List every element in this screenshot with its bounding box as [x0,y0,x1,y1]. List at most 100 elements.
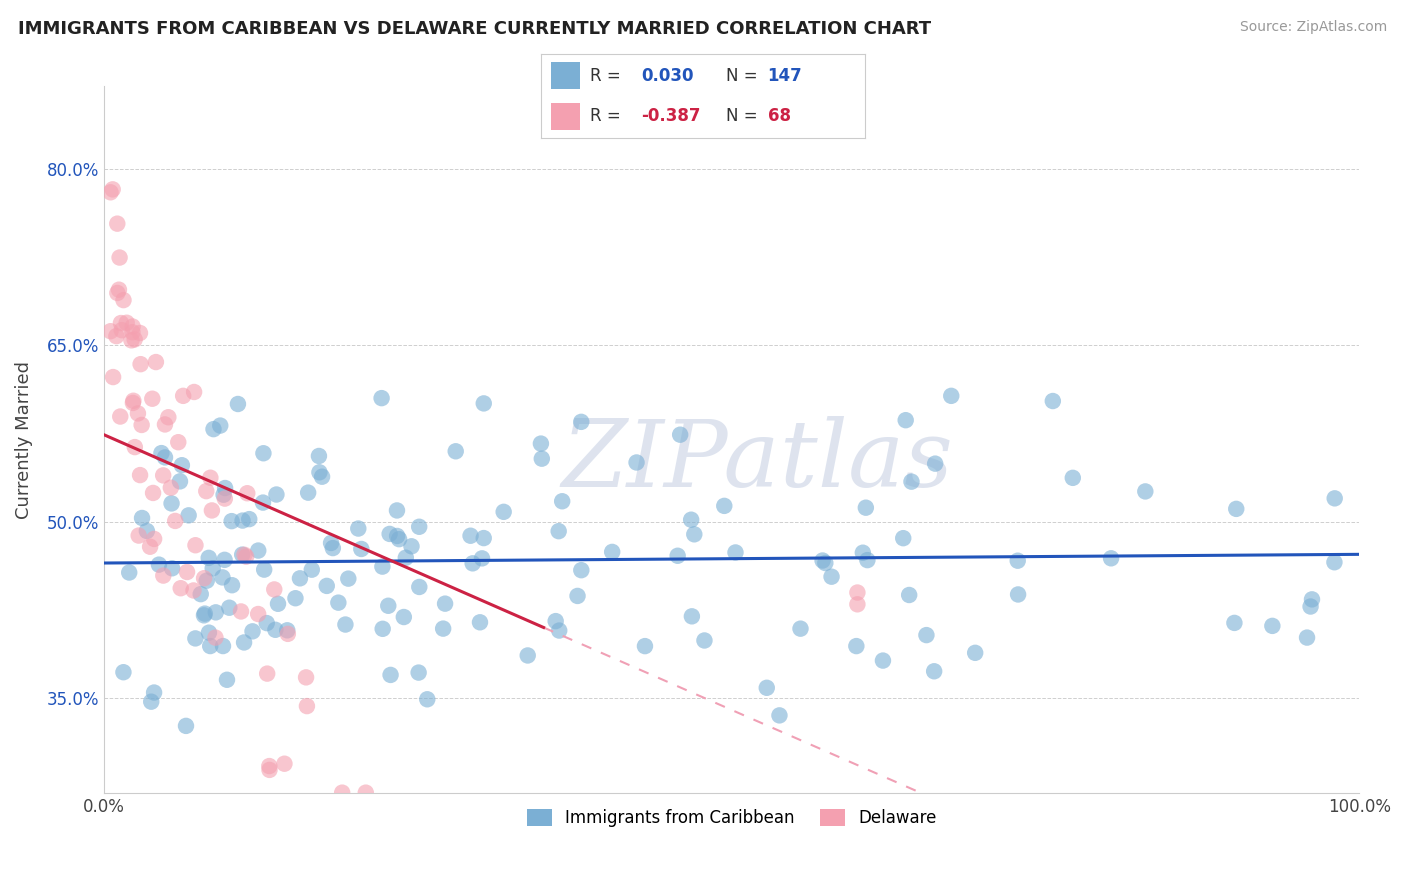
Point [301,563,323,577]
Point [845,639,868,653]
Point [852,546,875,560]
Point [200,639,222,653]
Point [408,520,430,534]
Point [212,639,235,653]
Point [193,571,215,585]
Point [110,409,132,424]
Point [101,182,124,196]
Point [416,692,439,706]
Point [371,559,394,574]
Point [681,513,703,527]
Point [461,557,484,571]
Legend: Immigrants from Caribbean, Delaware: Immigrants from Caribbean, Delaware [520,802,943,834]
Point [212,488,235,502]
Point [295,670,318,684]
Point [350,541,373,556]
Point [201,503,224,517]
Point [856,553,879,567]
Point [444,444,467,458]
Point [941,389,963,403]
Point [143,685,166,699]
Point [111,323,134,337]
Point [385,529,408,543]
Point [548,624,571,638]
Bar [551,62,581,89]
Point [347,522,370,536]
Point [569,563,592,577]
Point [256,616,278,631]
Point [401,539,423,553]
Point [569,415,592,429]
Point [108,251,131,265]
Point [124,332,146,346]
Point [669,427,692,442]
Text: 147: 147 [768,67,803,85]
Point [755,681,778,695]
Point [308,465,330,479]
Point [170,581,193,595]
Point [252,495,274,509]
Point [231,548,253,562]
Point [233,548,256,562]
Point [551,494,574,508]
Point [108,283,131,297]
Point [120,334,142,348]
Point [1301,592,1323,607]
Point [922,665,945,679]
Point [328,596,350,610]
Point [385,503,408,517]
Point [152,468,174,483]
Point [190,587,212,601]
Point [247,607,270,621]
Point [256,666,278,681]
Y-axis label: Currently Married: Currently Married [15,360,32,518]
Point [195,574,218,588]
Point [1299,599,1322,614]
Point [308,449,330,463]
Point [153,417,176,432]
Point [122,393,145,408]
Point [152,568,174,582]
Point [232,514,254,528]
Point [141,392,163,406]
Text: 68: 68 [768,107,790,125]
Point [170,458,193,473]
Point [100,324,122,338]
Point [1099,551,1122,566]
Point [337,572,360,586]
Point [233,635,256,649]
Point [201,561,224,575]
Text: ZIPatlas: ZIPatlas [561,416,953,506]
Point [297,485,319,500]
Point [229,604,252,618]
Point [1223,615,1246,630]
Point [288,571,311,585]
Point [145,355,167,369]
Point [768,708,790,723]
Point [160,496,183,510]
Point [900,475,922,489]
Point [378,527,401,541]
Point [567,589,589,603]
Point [105,329,128,343]
Point [183,384,205,399]
Point [1007,554,1029,568]
Point [167,435,190,450]
Point [789,622,811,636]
Point [460,529,482,543]
Text: N =: N = [725,67,758,85]
Point [259,759,281,773]
Point [267,597,290,611]
Point [184,538,207,552]
Point [135,524,157,538]
Point [129,468,152,483]
Point [1135,484,1157,499]
Point [148,558,170,572]
Point [683,527,706,541]
Point [139,540,162,554]
Point [1225,501,1247,516]
Point [118,566,141,580]
Point [263,582,285,597]
Point [214,481,236,495]
Point [215,673,238,687]
